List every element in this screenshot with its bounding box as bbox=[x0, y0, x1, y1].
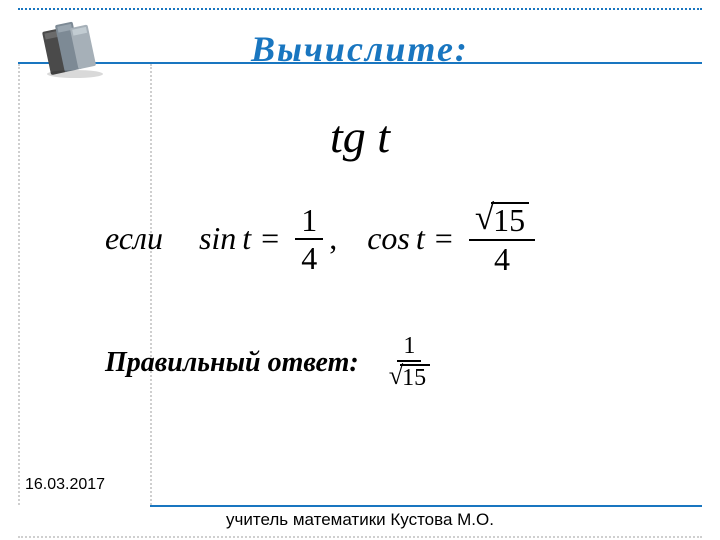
sin-var: t bbox=[242, 220, 251, 257]
answer-row: Правильный ответ: 1 √ 15 bbox=[105, 332, 442, 393]
footer-divider bbox=[150, 505, 702, 507]
comma-separator: , bbox=[329, 220, 337, 257]
equals-sign-2: = bbox=[435, 220, 453, 257]
slide-date: 16.03.2017 bbox=[25, 476, 105, 494]
sin-denominator: 4 bbox=[295, 240, 323, 276]
cos-num-radicand: 15 bbox=[491, 202, 529, 236]
given-conditions: если sin t = 1 4 , cos t = √ 15 4 bbox=[105, 200, 541, 277]
cos-denominator: 4 bbox=[488, 241, 516, 277]
cos-var: t bbox=[416, 220, 425, 257]
sin-numerator: 1 bbox=[295, 202, 323, 240]
answer-label: Правильный ответ: bbox=[105, 347, 359, 379]
top-dotted-border bbox=[18, 8, 702, 10]
bottom-dotted-border bbox=[18, 536, 702, 538]
answer-fraction: 1 √ 15 bbox=[383, 332, 436, 393]
footer-author: учитель математики Кустова М.О. bbox=[0, 510, 720, 530]
given-prefix: если bbox=[105, 220, 163, 257]
equals-sign: = bbox=[261, 220, 279, 257]
answer-numerator: 1 bbox=[397, 332, 421, 362]
cos-fraction: √ 15 4 bbox=[469, 200, 535, 277]
slide-title: Вычислите: bbox=[0, 28, 720, 70]
sin-fraction: 1 4 bbox=[295, 202, 323, 276]
main-expression: tg t bbox=[0, 110, 720, 163]
answer-den-radicand: 15 bbox=[400, 364, 430, 390]
sin-label: sin bbox=[199, 220, 236, 257]
cos-numerator: √ 15 bbox=[469, 200, 535, 241]
answer-denominator: √ 15 bbox=[383, 362, 436, 393]
cos-label: cos bbox=[367, 220, 410, 257]
